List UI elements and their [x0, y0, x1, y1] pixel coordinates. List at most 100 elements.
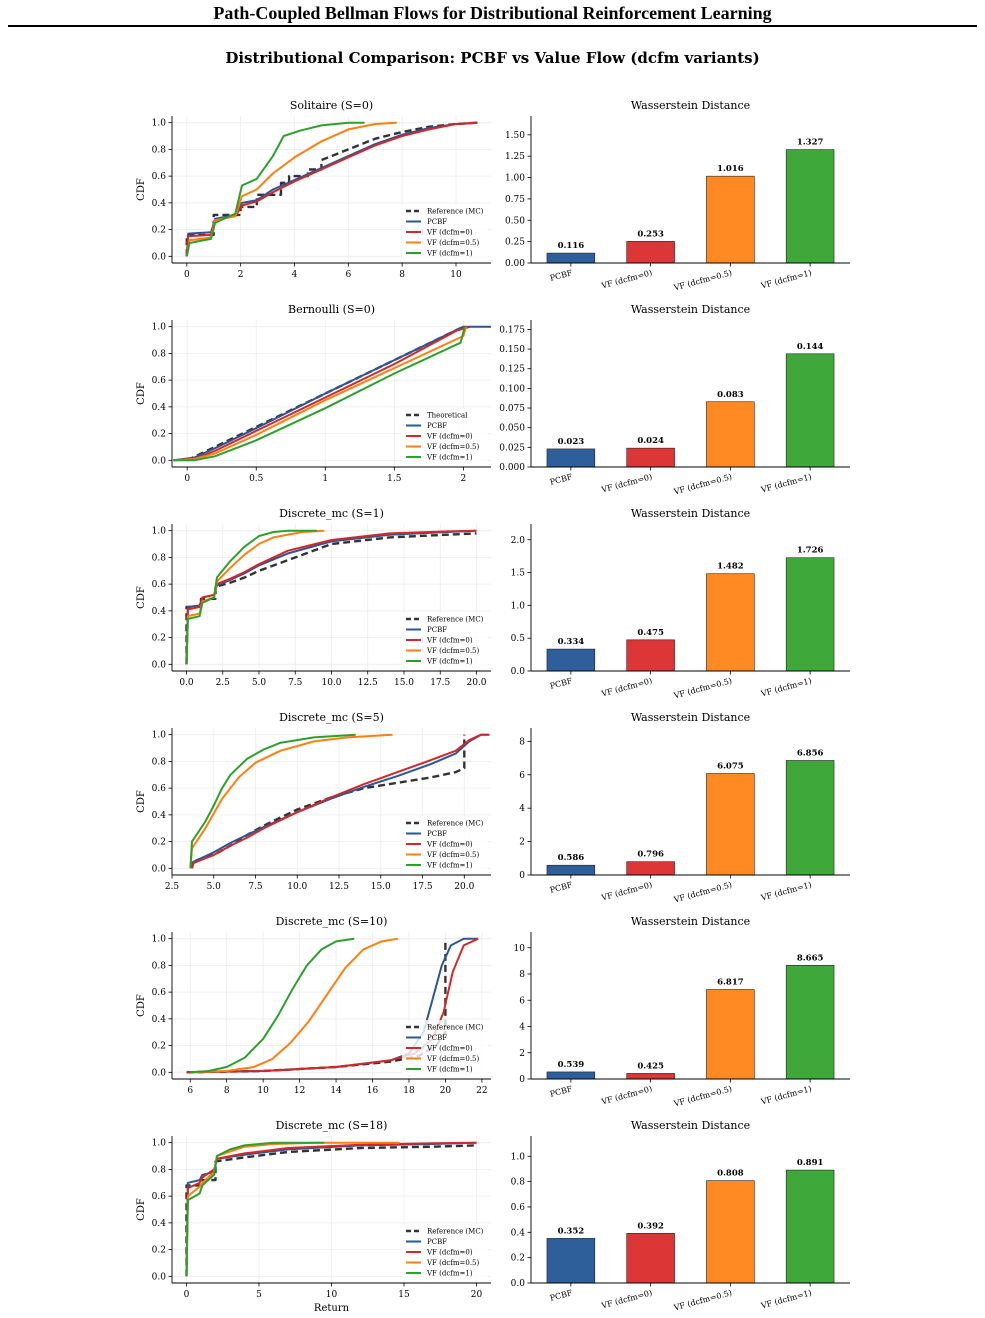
y-tick-label: 0.0 [152, 1068, 167, 1078]
y-tick-label: 8 [519, 737, 525, 747]
y-tick-label: 0.8 [152, 1165, 167, 1175]
y-tick-label: 0.6 [511, 1203, 526, 1213]
legend-label-vf-dcfm-1: VF (dcfm=1) [426, 862, 473, 870]
y-tick-label: 0 [519, 871, 525, 881]
category-label: VF (dcfm=0) [600, 268, 654, 290]
y-tick-label: 0.4 [511, 1228, 526, 1238]
series-line-vf-dcfm-1 [185, 529, 317, 665]
x-tick-label: 2 [461, 474, 467, 484]
category-label: VF (dcfm=0) [600, 1084, 654, 1106]
legend-label-pcbf: PCBF [427, 626, 447, 634]
wasserstein-chart-4: 0.586 PCBF 0.796 VF (dcfm=0) 6.075 VF (dcfm=0… [519, 711, 850, 905]
y-tick-label: 1.0 [511, 1152, 526, 1162]
y-tick-label: 4 [519, 804, 525, 814]
series-line-reference-mc [185, 121, 478, 257]
series-line-vf-dcfm-0-5 [185, 1141, 400, 1277]
bar-value-label: 6.075 [717, 762, 744, 772]
bar-value-label: 6.856 [797, 748, 824, 758]
x-tick-label: 6 [187, 1086, 193, 1096]
x-tick-label: 10 [450, 270, 462, 280]
y-tick-label: 8 [519, 970, 525, 980]
y-tick-label: 1.0 [152, 323, 167, 333]
y-tick-label: 0.0 [152, 456, 167, 466]
legend: Reference (MC) PCBF VF (dcfm=0) VF (dcfm=0.… [402, 612, 488, 668]
category-label: VF (dcfm=1) [759, 676, 813, 698]
x-tick-label: 17.5 [430, 678, 450, 688]
chart-title: Wasserstein Distance [631, 99, 750, 112]
bar-value-label: 0.144 [797, 342, 824, 352]
bar-value-label: 0.023 [558, 437, 585, 447]
y-tick-label: 0.125 [499, 365, 525, 375]
x-tick-label: 20.0 [466, 678, 486, 688]
header-rule [8, 25, 977, 27]
y-tick-label: 0.4 [152, 1015, 167, 1025]
legend-label-vf-dcfm-0-5: VF (dcfm=0.5) [426, 239, 479, 247]
y-tick-label: 10 [514, 944, 526, 954]
legend-label-vf-dcfm-0-5: VF (dcfm=0.5) [426, 647, 479, 655]
category-label: PCBF [549, 1084, 574, 1099]
bar-value-label: 1.726 [797, 546, 824, 556]
bar-pcbf [546, 1238, 596, 1284]
bar-vf-dcfm-0-5 [706, 1180, 755, 1284]
wasserstein-chart-6: 0.352 PCBF 0.392 VF (dcfm=0) 0.808 VF (dcfm=0… [511, 1119, 850, 1313]
bar-value-label: 0.116 [558, 241, 585, 251]
bar-value-label: 1.016 [717, 164, 744, 174]
y-tick-label: 0.8 [152, 349, 167, 359]
x-tick-label: 12 [294, 1086, 305, 1096]
legend-label-pcbf: PCBF [427, 422, 447, 430]
bar-vf-dcfm-1 [785, 1169, 835, 1284]
y-axis-label: CDF [136, 790, 147, 813]
y-tick-label: 0.4 [152, 607, 167, 617]
x-tick-label: 10 [257, 1086, 269, 1096]
legend-label-reference-mc: Reference (MC) [427, 1228, 484, 1236]
legend-label-pcbf: PCBF [427, 218, 447, 226]
legend-label-vf-dcfm-0-5: VF (dcfm=0.5) [426, 1055, 479, 1063]
legend: Theoretical PCBF VF (dcfm=0) VF (dcfm=0.5) V… [402, 408, 488, 464]
y-tick-label: 0.6 [152, 784, 167, 794]
page-title: Path-Coupled Bellman Flows for Distribut… [213, 3, 772, 23]
x-tick-label: 0 [184, 474, 190, 484]
category-label: VF (dcfm=0) [600, 676, 654, 698]
bar-vf-dcfm-0 [626, 447, 675, 468]
chart-title: Wasserstein Distance [631, 303, 750, 316]
category-label: VF (dcfm=1) [759, 1084, 813, 1106]
y-tick-label: 0.2 [152, 1042, 166, 1052]
y-tick-label: 0.4 [152, 199, 167, 209]
y-tick-label: 0.100 [499, 384, 525, 394]
bar-value-label: 0.891 [797, 1158, 824, 1168]
x-tick-label: 1 [322, 474, 328, 484]
y-tick-label: 0.0 [511, 667, 526, 677]
y-tick-label: 6 [519, 996, 525, 1006]
y-tick-label: 1.0 [152, 731, 167, 741]
y-tick-label: 0.4 [152, 403, 167, 413]
bar-value-label: 8.665 [797, 953, 824, 963]
category-label: PCBF [549, 1288, 574, 1303]
series-line-vf-dcfm-0 [185, 529, 477, 665]
x-tick-label: 7.5 [288, 678, 303, 688]
cdf-chart-6: 0 5 10 15 20 0.0 0.2 0.4 0.6 0.8 1.0 Discrete_mc (S… [136, 1119, 491, 1314]
x-tick-label: 2.5 [216, 678, 231, 688]
series-line-pcbf [191, 733, 490, 869]
series-line-vf-dcfm-1 [189, 733, 356, 869]
series-line-vf-dcfm-0-5 [185, 529, 325, 665]
y-tick-label: 0.6 [152, 988, 167, 998]
series-line-vf-dcfm-1 [190, 937, 355, 1074]
y-axis-label: CDF [136, 178, 147, 201]
bar-pcbf [546, 648, 596, 672]
series-line-vf-dcfm-0 [191, 733, 490, 869]
y-tick-label: 0.4 [152, 1219, 167, 1229]
chart-title: Wasserstein Distance [631, 711, 750, 724]
y-tick-label: 1.0 [152, 1139, 167, 1149]
category-label: VF (dcfm=0.5) [672, 268, 733, 292]
y-tick-label: 0.25 [505, 238, 525, 248]
wasserstein-chart-5: 0.539 PCBF 0.425 VF (dcfm=0) 6.817 VF (dcfm=0… [514, 915, 850, 1109]
y-tick-label: 0.8 [511, 1178, 526, 1188]
x-tick-label: 18 [403, 1086, 415, 1096]
y-tick-label: 2.0 [511, 536, 526, 546]
y-tick-label: 0.2 [152, 430, 166, 440]
x-tick-label: 12.5 [358, 678, 378, 688]
x-tick-label: 2 [238, 270, 244, 280]
bar-vf-dcfm-0 [626, 639, 675, 672]
bar-vf-dcfm-0 [626, 241, 675, 264]
y-tick-label: 0.2 [511, 1254, 525, 1264]
